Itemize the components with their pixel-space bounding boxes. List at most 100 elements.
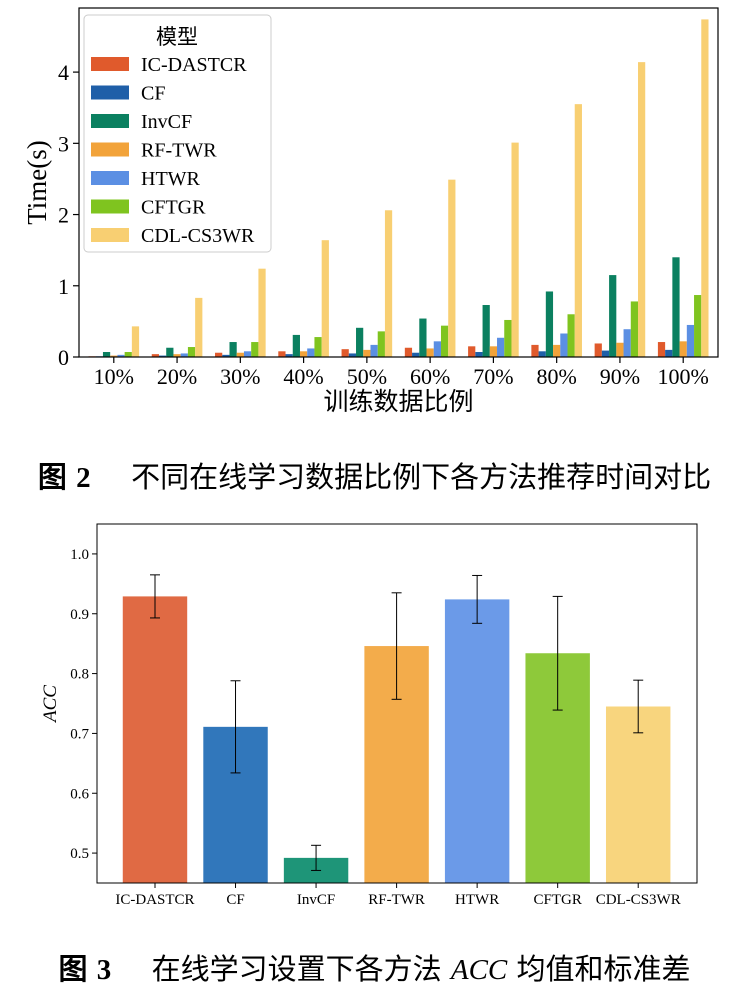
bar-rf-twr-90pct xyxy=(616,342,624,357)
bar-invcf-90pct xyxy=(609,275,617,357)
bar-cftgr-50pct xyxy=(377,331,385,357)
bar-rf-twr-30pct xyxy=(236,352,244,357)
bar-htwr xyxy=(444,599,510,883)
bar-cdl-cs3wr-60pct xyxy=(448,179,456,357)
y-tick-label-3: 3 xyxy=(58,131,69,156)
legend-swatch-ic-dastcr xyxy=(91,57,129,71)
bar-cdl-cs3wr-70pct xyxy=(511,142,519,357)
bar-invcf-70pct xyxy=(482,305,490,357)
bar-cf-60pct xyxy=(412,352,420,357)
bar-cf-80pct xyxy=(538,351,546,357)
bar-ic-dastcr-70pct xyxy=(468,346,476,357)
legend-title: 模型 xyxy=(156,25,198,49)
bar-cdl-cs3wr-50pct xyxy=(384,210,393,357)
bar-cf-30pct xyxy=(222,354,230,357)
figure2-caption-prefix: 图 xyxy=(37,462,67,494)
bar-rf-twr-80pct xyxy=(553,344,561,357)
x-tick-label-invcf: InvCF xyxy=(297,892,335,908)
bar-htwr-20pct xyxy=(180,353,188,357)
plot-frame xyxy=(96,523,698,884)
bar-htwr-60pct xyxy=(433,341,441,357)
bar-ic-dastcr-60pct xyxy=(404,347,413,357)
legend-label-cf: CF xyxy=(141,83,165,105)
bar-invcf-50pct xyxy=(356,327,364,357)
bar-cftgr-70pct xyxy=(504,319,512,357)
x-tick-label-90%: 90% xyxy=(600,364,640,389)
legend-label-htwr: HTWR xyxy=(141,168,201,190)
training-time-chart: 0 1 2 3 4 10% 20% 30% 40% 50% 60% 70% 80% 90% 100% 训练数据… xyxy=(22,7,719,416)
x-tick-label-rf-twr: RF-TWR xyxy=(368,892,425,908)
bar-cdl-cs3wr-30pct xyxy=(258,268,266,357)
y-tick-label-1.0: 1.0 xyxy=(70,547,89,563)
bar-htwr-10pct xyxy=(117,354,125,357)
bar-invcf-20pct xyxy=(166,347,174,357)
bar-cdl-cs3wr-20pct xyxy=(195,297,203,357)
x-tick-label-htwr: HTWR xyxy=(455,892,499,908)
bar-rf-twr-10pct xyxy=(110,355,118,357)
figure3-caption-text-after: 均值和标准差 xyxy=(516,952,691,986)
y-tick-label-4: 4 xyxy=(58,60,69,85)
x-tick-label-80%: 80% xyxy=(537,364,577,389)
figure2-caption-text: 不同在线学习数据比例下各方法推荐时间对比 xyxy=(131,460,712,494)
bar-ic-dastcr-40pct xyxy=(278,351,286,357)
y-tick-label-0.9: 0.9 xyxy=(70,607,89,623)
bar-htwr-80pct xyxy=(560,333,568,357)
figure3-caption-number: 3 xyxy=(96,954,112,986)
bar-htwr-30pct xyxy=(243,351,252,357)
bar-invcf-60pct xyxy=(419,318,427,357)
legend-label-cftgr: CFTGR xyxy=(141,197,206,219)
x-tick-label-cdl-cs3wr: CDL-CS3WR xyxy=(596,892,681,908)
bar-rf-twr-50pct xyxy=(363,349,371,357)
bar-rf-twr-100pct xyxy=(679,341,687,357)
bar-cf-50pct xyxy=(348,353,357,357)
bar-cf-90pct xyxy=(601,350,610,357)
y-axis-label: ACC xyxy=(40,685,61,724)
x-tick-label-40%: 40% xyxy=(283,364,323,389)
figure3-caption: 图 3 在线学习设置下各方法 ACC 均值和标准差 xyxy=(0,946,749,988)
bar-cftgr-60pct xyxy=(440,325,449,357)
x-tick-label-cf: CF xyxy=(226,892,244,908)
bar-htwr-90pct xyxy=(623,329,631,357)
bar-cdl-cs3wr-80pct xyxy=(574,104,582,358)
bar-htwr-100pct xyxy=(686,324,695,357)
x-tick-label-60%: 60% xyxy=(410,364,450,389)
bar-rf-twr-20pct xyxy=(173,354,181,357)
bar-ic-dastcr-100pct xyxy=(657,342,666,357)
bar-ic-dastcr-90pct xyxy=(594,343,602,357)
bar-cftgr-10pct xyxy=(124,352,132,357)
bar-cftgr-80pct xyxy=(567,314,575,357)
plot-frame xyxy=(78,7,719,358)
bar-rf-twr-60pct xyxy=(426,348,434,357)
x-tick-label-100%: 100% xyxy=(658,364,709,389)
bar-htwr-50pct xyxy=(370,344,378,357)
bar-cf-100pct xyxy=(665,349,673,357)
y-tick-label-0.5: 0.5 xyxy=(70,846,89,862)
legend-swatch-cdl-cs3wr xyxy=(91,228,129,242)
bar-cftgr-90pct xyxy=(630,301,639,357)
figure2-caption: 图 2 不同在线学习数据比例下各方法推荐时间对比 xyxy=(0,454,749,496)
bar-cftgr-40pct xyxy=(314,337,322,357)
legend-label-invcf: InvCF xyxy=(141,111,192,133)
bar-cftgr-30pct xyxy=(251,342,259,357)
bar-rf-twr-40pct xyxy=(299,351,308,357)
figure2-caption-number: 2 xyxy=(76,462,91,494)
legend-swatch-invcf xyxy=(91,114,129,128)
bar-ic-dastcr xyxy=(122,596,188,883)
bar-cdl-cs3wr-90pct xyxy=(638,62,646,357)
legend-swatch-rf-twr xyxy=(91,142,129,157)
x-tick-label-ic-dastcr: IC-DASTCR xyxy=(115,892,194,908)
figure3-caption-prefix: 图 xyxy=(58,954,88,986)
acc-chart: IC-DASTCR CF InvCF RF-TWR HTWR CFTGR CDL-CS3WR… xyxy=(40,523,698,908)
bar-htwr-40pct xyxy=(307,348,315,357)
bar-cdl-cs3wr-100pct xyxy=(701,19,709,358)
legend-swatch-cf xyxy=(91,85,129,100)
x-axis-label: 训练数据比例 xyxy=(323,387,473,416)
bar-cdl-cs3wr-10pct xyxy=(131,326,140,357)
bar-rf-twr-70pct xyxy=(489,346,498,357)
bar-ic-dastcr-20pct xyxy=(151,354,159,357)
bar-cdl-cs3wr-40pct xyxy=(321,240,329,357)
y-tick-label-0: 0 xyxy=(58,345,69,370)
bar-invcf-10pct xyxy=(102,352,111,357)
legend: 模型 IC-DASTCR CF InvCF RF-TWR HTWR CFTGR CDL-CS3… xyxy=(83,14,272,253)
figure3-caption-italic: ACC xyxy=(450,954,508,986)
